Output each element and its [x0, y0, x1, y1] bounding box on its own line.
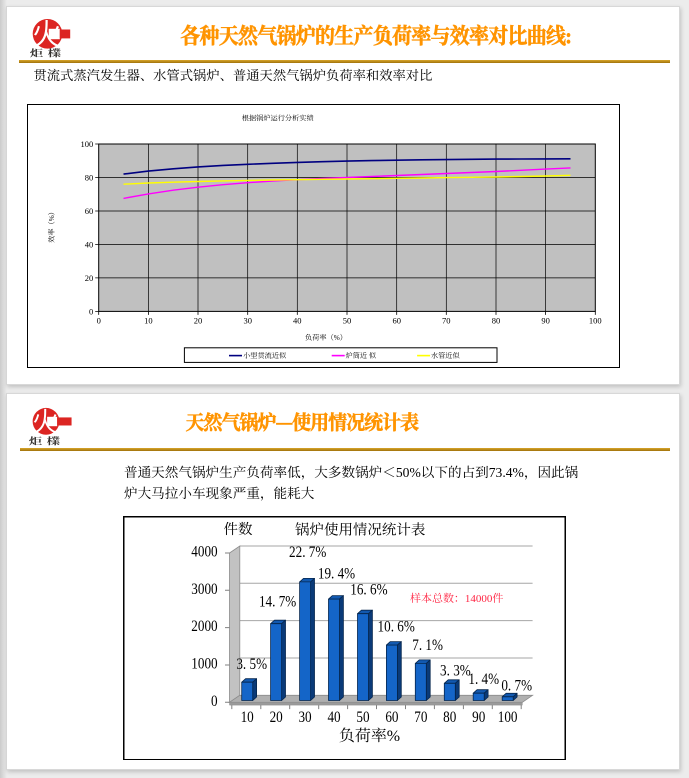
- svg-text:22. 7%: 22. 7%: [289, 539, 326, 562]
- svg-text:100: 100: [498, 704, 518, 727]
- svg-text:60: 60: [385, 704, 398, 727]
- svg-text:锅炉使用情况统计表: 锅炉使用情况统计表: [295, 518, 426, 539]
- svg-text:根据锅炉运行分析实绩: 根据锅炉运行分析实绩: [242, 114, 315, 124]
- svg-text:60: 60: [392, 315, 401, 327]
- svg-text:水管近似: 水管近似: [431, 351, 461, 361]
- svg-text:4000: 4000: [191, 539, 217, 562]
- svg-text:70: 70: [414, 704, 427, 727]
- svg-text:80: 80: [492, 315, 501, 327]
- svg-text:90: 90: [472, 704, 485, 727]
- svg-text:小型贯流近似: 小型贯流近似: [243, 351, 287, 361]
- svg-text:样本总数：14000件: 样本总数：14000件: [410, 589, 503, 605]
- svg-text:10: 10: [241, 704, 254, 727]
- svg-text:70: 70: [442, 315, 451, 327]
- svg-text:负荷率（%）: 负荷率（%）: [305, 333, 347, 343]
- svg-text:20: 20: [194, 315, 203, 327]
- svg-text:40: 40: [85, 238, 94, 250]
- svg-text:1000: 1000: [191, 651, 217, 674]
- svg-text:0: 0: [89, 305, 93, 317]
- svg-text:80: 80: [85, 171, 94, 183]
- svg-text:7. 1%: 7. 1%: [412, 632, 443, 655]
- svg-text:16. 6%: 16. 6%: [350, 577, 387, 600]
- svg-text:30: 30: [298, 704, 311, 727]
- svg-text:件数: 件数: [224, 518, 253, 539]
- svg-text:90: 90: [541, 315, 550, 327]
- svg-text:20: 20: [85, 272, 94, 284]
- svg-text:负荷率%: 负荷率%: [339, 722, 400, 745]
- svg-text:0. 7%: 0. 7%: [501, 673, 532, 696]
- svg-text:100: 100: [589, 315, 602, 327]
- svg-text:60: 60: [85, 205, 94, 217]
- svg-text:10. 6%: 10. 6%: [378, 614, 415, 637]
- svg-text:3000: 3000: [191, 576, 217, 599]
- svg-text:50: 50: [343, 315, 352, 327]
- svg-text:20: 20: [270, 704, 283, 727]
- svg-text:0: 0: [97, 315, 101, 327]
- svg-text:40: 40: [327, 704, 340, 727]
- svg-text:炉筒近 似: 炉筒近 似: [346, 351, 377, 361]
- svg-text:30: 30: [243, 315, 252, 327]
- svg-text:19. 4%: 19. 4%: [318, 561, 355, 584]
- svg-text:0: 0: [211, 688, 218, 711]
- svg-text:14. 7%: 14. 7%: [259, 589, 296, 612]
- svg-text:3. 5%: 3. 5%: [236, 651, 267, 674]
- svg-text:40: 40: [293, 315, 302, 327]
- svg-text:效率（%）: 效率（%）: [47, 208, 57, 243]
- svg-text:1. 4%: 1. 4%: [468, 666, 499, 689]
- svg-text:2000: 2000: [191, 613, 217, 636]
- svg-text:10: 10: [144, 315, 153, 327]
- svg-text:3. 3%: 3. 3%: [440, 658, 471, 681]
- svg-text:100: 100: [80, 138, 93, 150]
- svg-text:50: 50: [356, 704, 369, 727]
- svg-text:80: 80: [443, 704, 456, 727]
